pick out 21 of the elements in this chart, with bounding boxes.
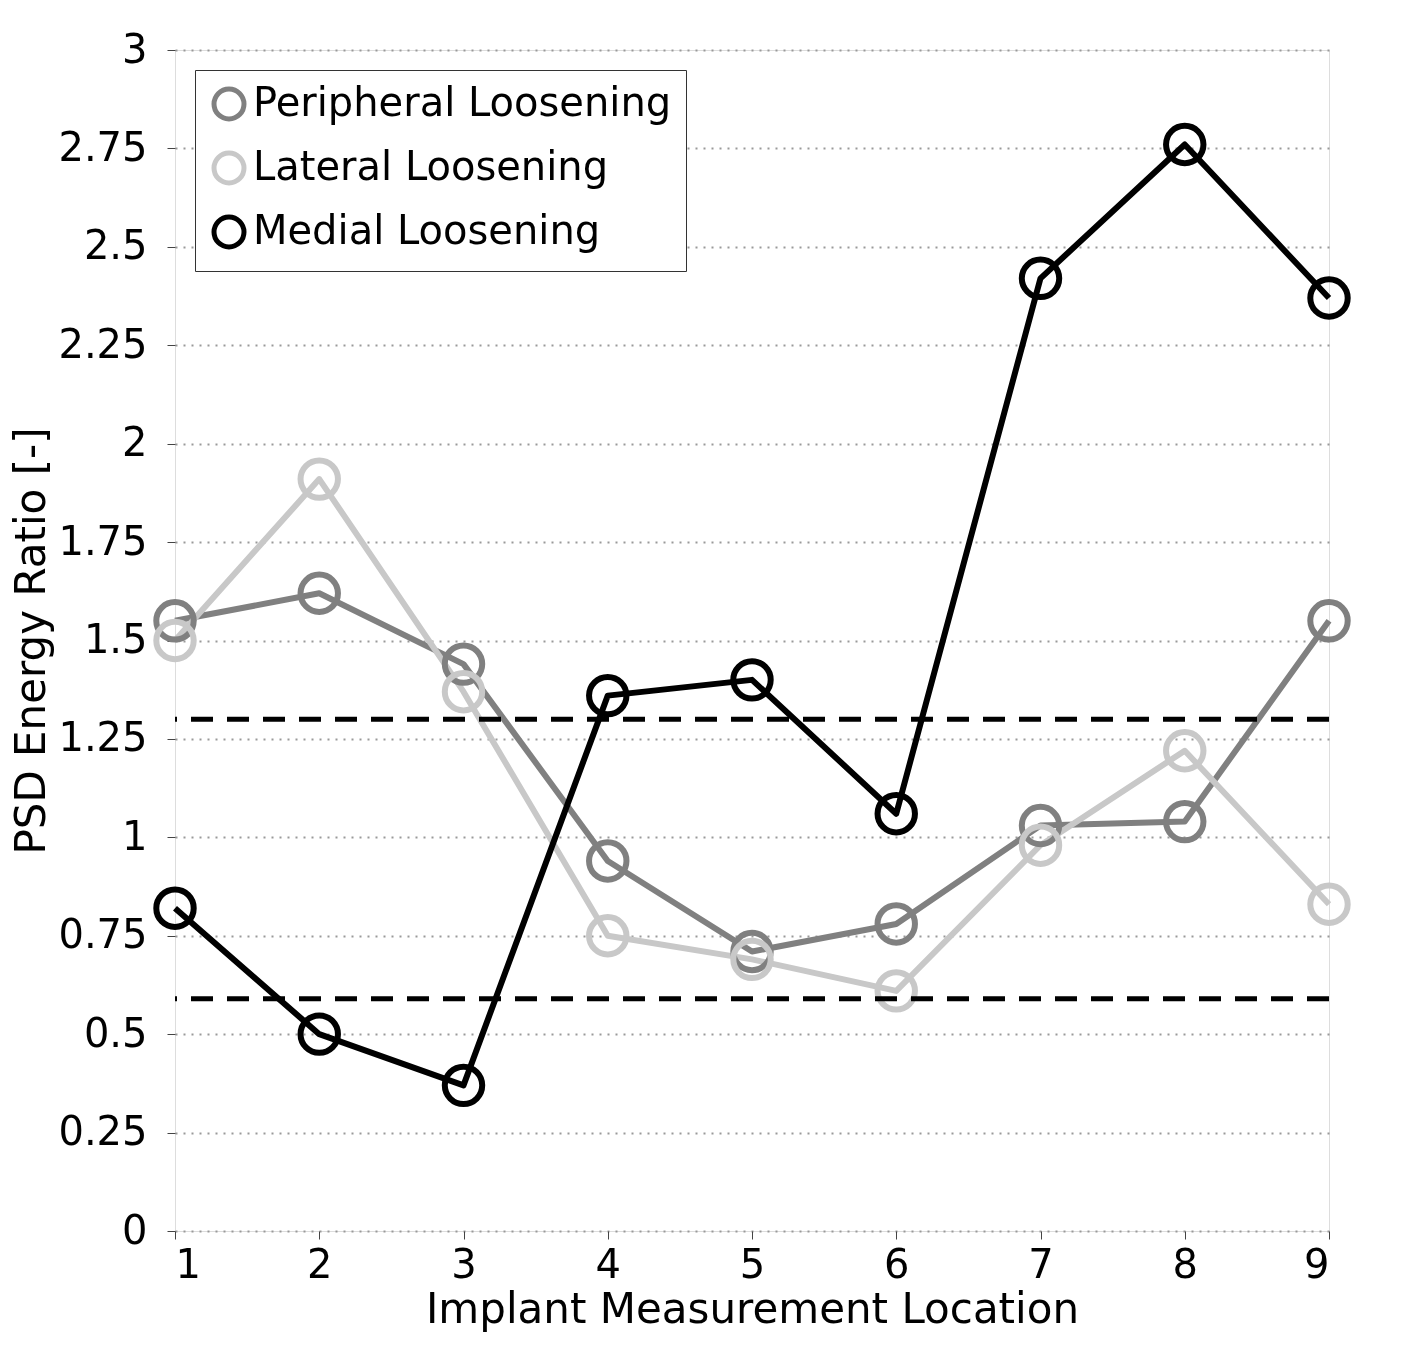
y-tick-label: 2 bbox=[122, 419, 148, 466]
y-tick-label: 2.25 bbox=[58, 320, 148, 367]
y-tick-label: 2.5 bbox=[83, 222, 148, 269]
x-tick-label: 2 bbox=[307, 1240, 333, 1287]
legend-label: Lateral Loosening bbox=[253, 143, 609, 189]
x-tick-label: 9 bbox=[1304, 1240, 1330, 1287]
y-tick-label: 1 bbox=[122, 812, 148, 859]
y-axis-title: PSD Energy Ratio [-] bbox=[6, 427, 56, 855]
y-tick-label: 0.75 bbox=[58, 911, 148, 958]
y-tick-label: 1.5 bbox=[83, 616, 148, 662]
legend-label: Medial Loosening bbox=[253, 207, 601, 253]
y-tick-label: 0 bbox=[122, 1206, 148, 1253]
x-tick-label: 1 bbox=[175, 1240, 201, 1287]
y-tick-label: 0.5 bbox=[83, 1009, 148, 1056]
y-tick-label: 2.75 bbox=[58, 123, 148, 170]
y-tick-label: 1.75 bbox=[58, 517, 148, 564]
legend-label: Peripheral Loosening bbox=[253, 79, 672, 125]
y-tick-label: 3 bbox=[122, 25, 148, 72]
y-tick-label: 1.25 bbox=[58, 714, 148, 761]
y-tick-label: 0.25 bbox=[58, 1108, 148, 1155]
x-tick-label: 8 bbox=[1172, 1240, 1198, 1287]
